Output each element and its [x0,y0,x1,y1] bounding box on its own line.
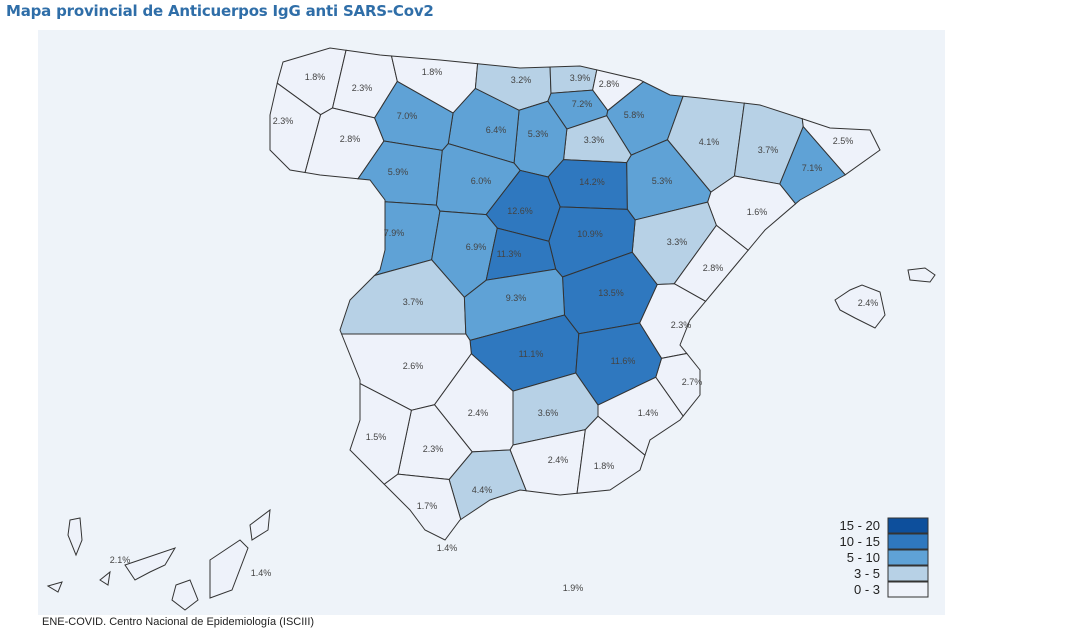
province-label: 2.3% [273,116,294,126]
legend-swatch [887,533,929,550]
province-label: 14.2% [579,177,605,187]
province-label: 3.2% [511,75,532,85]
island-region[interactable] [67,517,83,557]
province-label: 1.8% [305,72,326,82]
province-label: 2.3% [352,83,373,93]
legend-swatch [887,565,929,582]
legend-label: 0 - 3 [854,582,880,597]
province-label: 6.0% [471,176,492,186]
province-label: 13.5% [598,288,624,298]
province-label: 2.4% [548,455,569,465]
legend-label: 10 - 15 [840,534,880,549]
island-label: 2.4% [858,298,879,308]
island-region[interactable] [171,579,199,611]
province-label: 3.6% [538,408,559,418]
legend-swatch [887,581,929,598]
legend-swatch [887,549,929,566]
province-label: 11.6% [611,356,636,366]
province-label: 2.8% [599,79,620,89]
province-label: 1.7% [417,501,438,511]
island-label: 1.9% [563,583,584,593]
province-label: 3.9% [570,73,591,83]
island-label: 2.1% [110,555,131,565]
map-panel: 1.8% 2.3% 2.3% 2.8% 1.8% 3.2% 3.9% 2.8% 7.2% 5.8%… [38,30,945,615]
province-label: 2.6% [403,361,424,371]
province-label: 2.3% [671,320,692,330]
province-label: 12.6% [507,206,533,216]
province-label: 2.3% [423,444,444,454]
island-label: 1.4% [437,543,458,553]
island-region[interactable] [834,284,886,329]
province-label: 3.3% [584,135,605,145]
province-label: 3.3% [667,237,688,247]
province-label: 1.5% [366,432,387,442]
province-region[interactable] [576,415,646,494]
province-label: 2.5% [833,136,854,146]
island-region[interactable] [46,581,63,593]
province-label: 11.3% [497,249,522,259]
province-label: 7.2% [572,99,593,109]
province-label: 1.8% [422,67,443,77]
province-label: 7.0% [397,111,418,121]
province-label: 1.8% [594,461,615,471]
province-label: 5.3% [528,129,549,139]
island-region[interactable] [249,508,271,541]
province-label: 3.7% [403,297,424,307]
province-label: 5.3% [652,176,673,186]
province-label: 2.7% [682,377,703,387]
province-label: 11.1% [519,349,544,359]
island-label: 1.4% [251,568,272,578]
province-label: 1.6% [747,207,768,217]
province-region[interactable] [349,382,412,485]
province-label: 6.9% [466,242,487,252]
province-label: 7.9% [384,228,405,238]
province-label: 2.8% [340,134,361,144]
province-label: 3.7% [758,145,779,155]
island-region[interactable] [907,267,936,283]
legend-label: 15 - 20 [840,518,880,533]
legend-label: 5 - 10 [847,550,880,565]
legend-swatch [887,517,929,534]
province-label: 6.4% [486,125,507,135]
province-label: 5.9% [388,167,409,177]
choropleth-map: 1.8% 2.3% 2.3% 2.8% 1.8% 3.2% 3.9% 2.8% 7.2% 5.8%… [46,47,936,611]
island-region[interactable] [124,547,177,581]
source-note: ENE-COVID. Centro Nacional de Epidemiolo… [42,616,315,628]
island-region[interactable] [99,570,111,586]
province-region[interactable] [383,473,462,541]
province-label: 1.4% [638,408,659,418]
province-label: 2.4% [468,408,489,418]
legend-label: 3 - 5 [854,566,880,581]
province-label: 7.1% [802,163,823,173]
province-label: 4.4% [472,485,493,495]
province-label: 10.9% [577,229,603,239]
province-label: 2.8% [703,263,724,273]
map-title: Mapa provincial de Anticuerpos IgG anti … [6,2,434,20]
province-label: 9.3% [506,293,527,303]
island-region[interactable] [209,539,249,599]
province-label: 4.1% [699,137,720,147]
province-label: 5.8% [624,110,645,120]
